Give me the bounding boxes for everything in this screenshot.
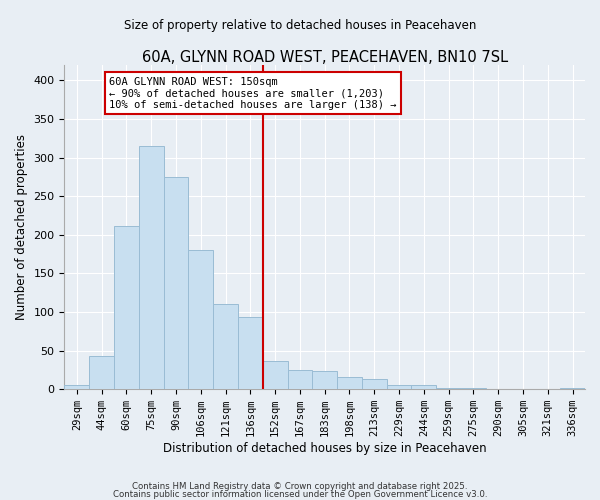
Title: 60A, GLYNN ROAD WEST, PEACEHAVEN, BN10 7SL: 60A, GLYNN ROAD WEST, PEACEHAVEN, BN10 7… <box>142 50 508 65</box>
X-axis label: Distribution of detached houses by size in Peacehaven: Distribution of detached houses by size … <box>163 442 487 455</box>
Bar <box>436 388 461 389</box>
Bar <box>287 370 313 389</box>
Bar <box>64 386 89 389</box>
Bar <box>114 226 139 389</box>
Bar <box>213 304 238 389</box>
Bar <box>362 379 386 389</box>
Bar <box>412 386 436 389</box>
Bar <box>164 177 188 389</box>
Text: Contains public sector information licensed under the Open Government Licence v3: Contains public sector information licen… <box>113 490 487 499</box>
Bar <box>238 318 263 389</box>
Bar <box>89 356 114 389</box>
Bar <box>313 370 337 389</box>
Text: 60A GLYNN ROAD WEST: 150sqm
← 90% of detached houses are smaller (1,203)
10% of : 60A GLYNN ROAD WEST: 150sqm ← 90% of det… <box>109 76 397 110</box>
Bar <box>461 388 486 389</box>
Bar <box>139 146 164 389</box>
Text: Size of property relative to detached houses in Peacehaven: Size of property relative to detached ho… <box>124 20 476 32</box>
Bar <box>386 384 412 389</box>
Bar <box>560 388 585 389</box>
Bar <box>188 250 213 389</box>
Y-axis label: Number of detached properties: Number of detached properties <box>15 134 28 320</box>
Bar <box>337 377 362 389</box>
Bar <box>263 360 287 389</box>
Text: Contains HM Land Registry data © Crown copyright and database right 2025.: Contains HM Land Registry data © Crown c… <box>132 482 468 491</box>
